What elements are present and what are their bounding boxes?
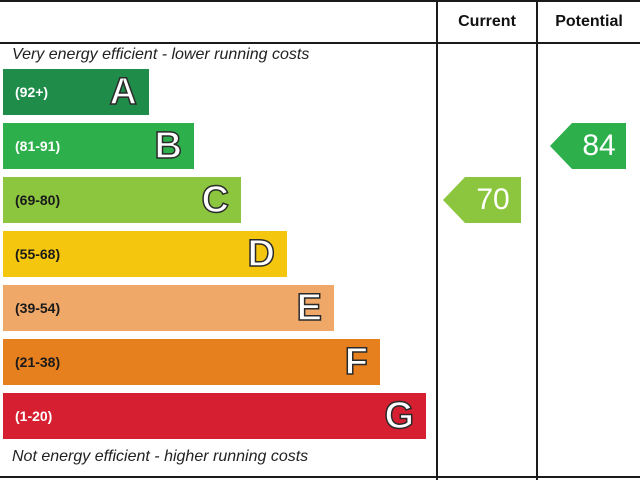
band-range-label: (39-54) xyxy=(15,300,61,316)
band-letter: B xyxy=(154,124,183,168)
band-range-label: (92+) xyxy=(15,84,49,100)
band-g: (1-20) G xyxy=(3,393,426,439)
band-c: (69-80) C xyxy=(3,177,241,223)
potential-rating-marker: 84 xyxy=(550,123,626,169)
bottom-caption: Not energy efficient - higher running co… xyxy=(12,448,309,465)
band-e: (39-54) E xyxy=(3,285,334,331)
band-range-label: (21-38) xyxy=(15,354,61,370)
band-b: (81-91) B xyxy=(3,123,194,169)
band-range-label: (55-68) xyxy=(15,246,61,262)
top-caption: Very energy efficient - lower running co… xyxy=(12,46,310,63)
band-range-label: (69-80) xyxy=(15,192,61,208)
band-letter: C xyxy=(201,178,230,222)
band-letter: E xyxy=(296,286,323,330)
band-letter: G xyxy=(384,394,415,438)
header-divider xyxy=(0,42,640,44)
current-column-divider xyxy=(436,0,438,480)
potential-column-header: Potential xyxy=(555,13,623,30)
bottom-border xyxy=(0,476,640,478)
band-d: (55-68) D xyxy=(3,231,287,277)
current-rating-marker-arrow-shape xyxy=(443,177,521,223)
band-letter: F xyxy=(344,340,369,384)
potential-column-divider xyxy=(536,0,538,480)
band-letter: A xyxy=(109,70,138,114)
band-f: (21-38) F xyxy=(3,339,380,385)
current-rating-marker-value: 70 xyxy=(476,183,510,216)
potential-rating-marker-value: 84 xyxy=(582,129,616,162)
band-a: (92+) A xyxy=(3,69,149,115)
band-letter: D xyxy=(247,232,276,276)
current-column-header: Current xyxy=(458,13,516,30)
band-range-label: (81-91) xyxy=(15,138,61,154)
top-border xyxy=(0,0,640,2)
band-range-label: (1-20) xyxy=(15,408,53,424)
potential-rating-marker-arrow-shape xyxy=(550,123,626,169)
current-rating-marker: 70 xyxy=(443,177,521,223)
